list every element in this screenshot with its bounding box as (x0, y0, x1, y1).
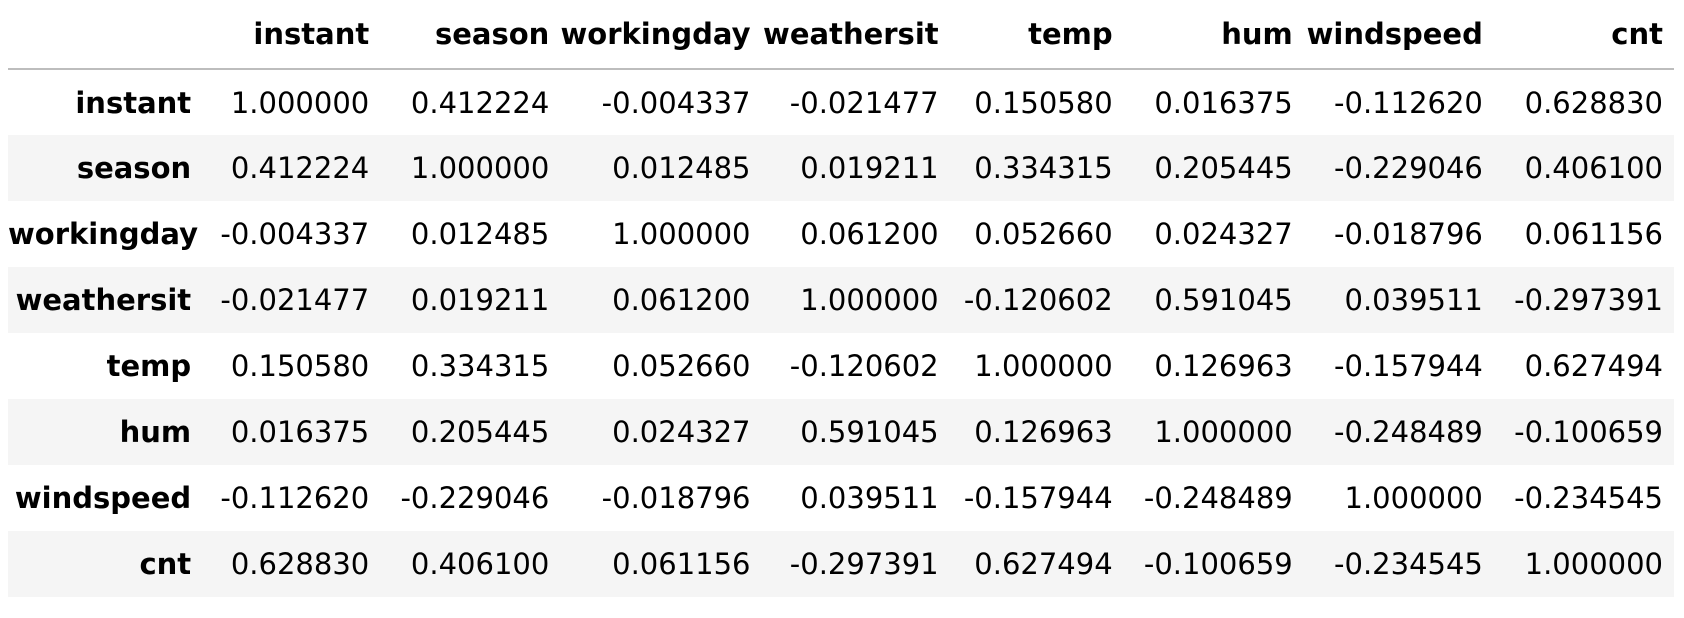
column-header: season (380, 0, 561, 70)
table-cell: 0.016375 (1154, 85, 1293, 120)
column-header: temp (949, 0, 1124, 70)
corner-cell (8, 0, 203, 70)
table-cell: 1.000000 (1344, 481, 1483, 515)
table-row: windspeed -0.112620 -0.229046 -0.018796 … (8, 465, 1674, 531)
table-row: cnt 0.628830 0.406100 0.061156 -0.297391… (8, 531, 1674, 597)
table-cell: 0.019211 (410, 283, 550, 317)
table-cell: 0.061156 (1524, 217, 1663, 251)
table-cell: -0.248489 (1143, 481, 1293, 515)
column-header: workingday (560, 0, 762, 70)
row-label: cnt (139, 547, 192, 581)
table-cell: 1.000000 (800, 283, 939, 317)
table-cell: -0.112620 (220, 481, 370, 515)
table-cell: -0.157944 (1334, 349, 1483, 383)
table-cell: 1.000000 (410, 151, 550, 185)
table-cell: -0.248489 (1334, 415, 1483, 449)
table-cell: 1.000000 (230, 85, 370, 120)
table-cell: -0.120602 (789, 349, 939, 383)
column-header: windspeed (1303, 0, 1494, 70)
table-cell: 0.412224 (230, 151, 370, 185)
table-cell: 0.628830 (1524, 85, 1663, 120)
table-cell: -0.229046 (400, 481, 550, 515)
table-cell: -0.112620 (1334, 85, 1483, 120)
table-cell: 0.024327 (1154, 217, 1293, 251)
table-cell: 0.406100 (1524, 151, 1663, 185)
column-header: instant (202, 0, 381, 70)
table-cell: -0.021477 (220, 283, 370, 317)
table-cell: 0.627494 (1524, 349, 1663, 383)
table-cell: -0.100659 (1143, 547, 1293, 581)
table-cell: -0.120602 (963, 283, 1113, 317)
column-header: cnt (1493, 0, 1674, 70)
table-cell: 0.412224 (410, 85, 550, 120)
table-cell: -0.229046 (1334, 151, 1483, 185)
table-cell: -0.157944 (963, 481, 1113, 515)
table-row: hum 0.016375 0.205445 0.024327 0.591045 … (8, 399, 1674, 465)
table-cell: 0.024327 (612, 415, 751, 449)
table-cell: 0.205445 (410, 415, 550, 449)
table-cell: -0.297391 (789, 547, 939, 581)
table-row: workingday -0.004337 0.012485 1.000000 0… (8, 201, 1674, 267)
table-cell: 1.000000 (612, 217, 751, 251)
table-cell: -0.100659 (1514, 415, 1663, 449)
table-cell: -0.234545 (1334, 547, 1483, 581)
row-label: hum (119, 415, 192, 449)
table-body: instant 1.000000 0.412224 -0.004337 -0.0… (8, 69, 1674, 597)
table-cell: 0.406100 (410, 547, 550, 581)
header-row: instant season workingday weathersit tem… (8, 0, 1674, 70)
table-cell: 0.126963 (974, 415, 1113, 449)
table-header: instant season workingday weathersit tem… (8, 0, 1674, 70)
table-row: season 0.412224 1.000000 0.012485 0.0192… (8, 135, 1674, 201)
row-label: season (76, 151, 192, 185)
column-header: hum (1123, 0, 1304, 70)
dataframe-output: instant season workingday weathersit tem… (8, 0, 1674, 597)
table-row: weathersit -0.021477 0.019211 0.061200 1… (8, 267, 1674, 333)
table-cell: 0.012485 (410, 217, 550, 251)
row-label: weathersit (15, 283, 192, 317)
table-cell: -0.004337 (220, 217, 370, 251)
table-cell: -0.021477 (789, 85, 939, 120)
table-cell: 0.012485 (612, 151, 751, 185)
table-cell: 0.019211 (800, 151, 939, 185)
table-cell: 0.052660 (612, 349, 751, 383)
table-cell: 0.334315 (410, 349, 550, 383)
table-cell: 0.205445 (1154, 151, 1293, 185)
table-cell: -0.018796 (601, 481, 751, 515)
table-cell: 0.627494 (974, 547, 1113, 581)
table-cell: -0.018796 (1334, 217, 1483, 251)
column-header: weathersit (761, 0, 950, 70)
table-row: instant 1.000000 0.412224 -0.004337 -0.0… (8, 69, 1674, 135)
row-label: windspeed (14, 481, 192, 515)
table-cell: -0.234545 (1514, 481, 1663, 515)
table-cell: 1.000000 (1524, 547, 1663, 581)
table-cell: 0.150580 (230, 349, 370, 383)
table-row: temp 0.150580 0.334315 0.052660 -0.12060… (8, 333, 1674, 399)
row-label: workingday (8, 217, 198, 251)
table-cell: 1.000000 (974, 349, 1113, 383)
table-cell: 0.334315 (974, 151, 1113, 185)
table-cell: 0.061200 (800, 217, 939, 251)
table-cell: 0.628830 (230, 547, 370, 581)
table-cell: 0.061156 (612, 547, 751, 581)
table-cell: 0.016375 (230, 415, 370, 449)
table-cell: 0.039511 (1344, 283, 1483, 317)
table-cell: 0.039511 (800, 481, 939, 515)
row-label: instant (75, 85, 192, 120)
table-cell: -0.004337 (601, 85, 751, 120)
correlation-table: instant season workingday weathersit tem… (8, 0, 1674, 597)
table-cell: -0.297391 (1514, 283, 1663, 317)
table-cell: 0.591045 (800, 415, 939, 449)
row-label: temp (106, 349, 192, 383)
table-cell: 0.150580 (974, 85, 1113, 120)
table-cell: 0.591045 (1154, 283, 1293, 317)
table-cell: 1.000000 (1154, 415, 1293, 449)
table-cell: 0.061200 (612, 283, 751, 317)
table-cell: 0.126963 (1154, 349, 1293, 383)
table-cell: 0.052660 (974, 217, 1113, 251)
